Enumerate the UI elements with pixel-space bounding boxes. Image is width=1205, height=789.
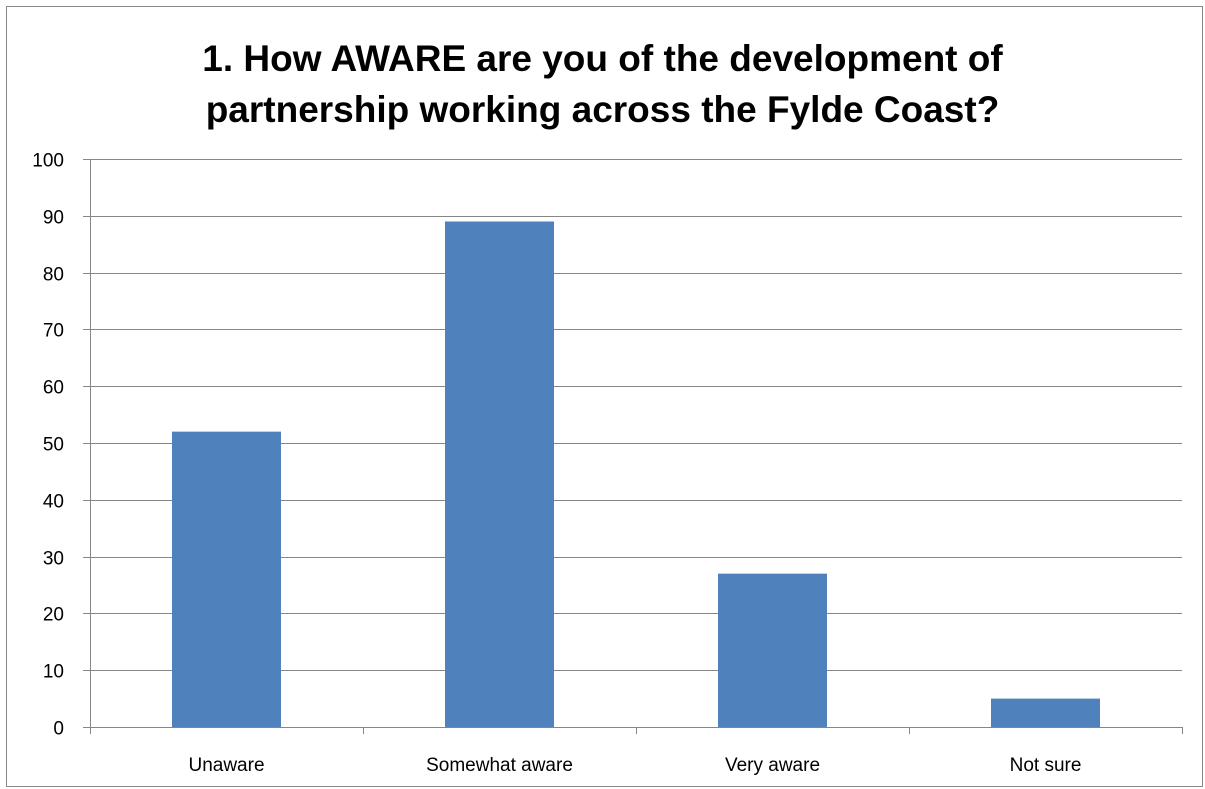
y-tick-label: 20	[43, 605, 64, 626]
y-tick-label: 100	[32, 151, 64, 172]
bar-unaware	[172, 431, 281, 727]
bar-not-sure	[991, 698, 1100, 727]
y-tick-label: 50	[43, 435, 64, 456]
axis-labels: 0 10 20 30 40 50 60 70 80 90 100 Unaware Somewhat aw…	[32, 151, 1081, 777]
bar-very-aware	[718, 573, 827, 727]
x-category-label: Not sure	[1010, 755, 1082, 776]
x-category-label: Somewhat aware	[426, 755, 573, 776]
y-tick-label: 40	[43, 492, 64, 513]
y-tick-label: 60	[43, 378, 64, 399]
chart-title-line-2: partnership working across the Fylde Coa…	[205, 89, 1000, 130]
y-tick-label: 80	[43, 265, 64, 286]
x-category-label: Unaware	[188, 755, 264, 776]
bar-somewhat-aware	[445, 221, 554, 728]
y-tick-label: 30	[43, 549, 64, 570]
x-category-label: Very aware	[725, 755, 820, 776]
bars	[172, 221, 1100, 728]
chart-title-line-1: 1. How AWARE are you of the development …	[202, 38, 1003, 79]
y-tick-label: 90	[43, 208, 64, 229]
y-tick-label: 0	[53, 719, 64, 740]
y-tick-label: 10	[43, 662, 64, 683]
axes	[83, 159, 1183, 734]
y-tick-label: 70	[43, 321, 64, 342]
chart-title: 1. How AWARE are you of the development …	[0, 33, 1205, 135]
